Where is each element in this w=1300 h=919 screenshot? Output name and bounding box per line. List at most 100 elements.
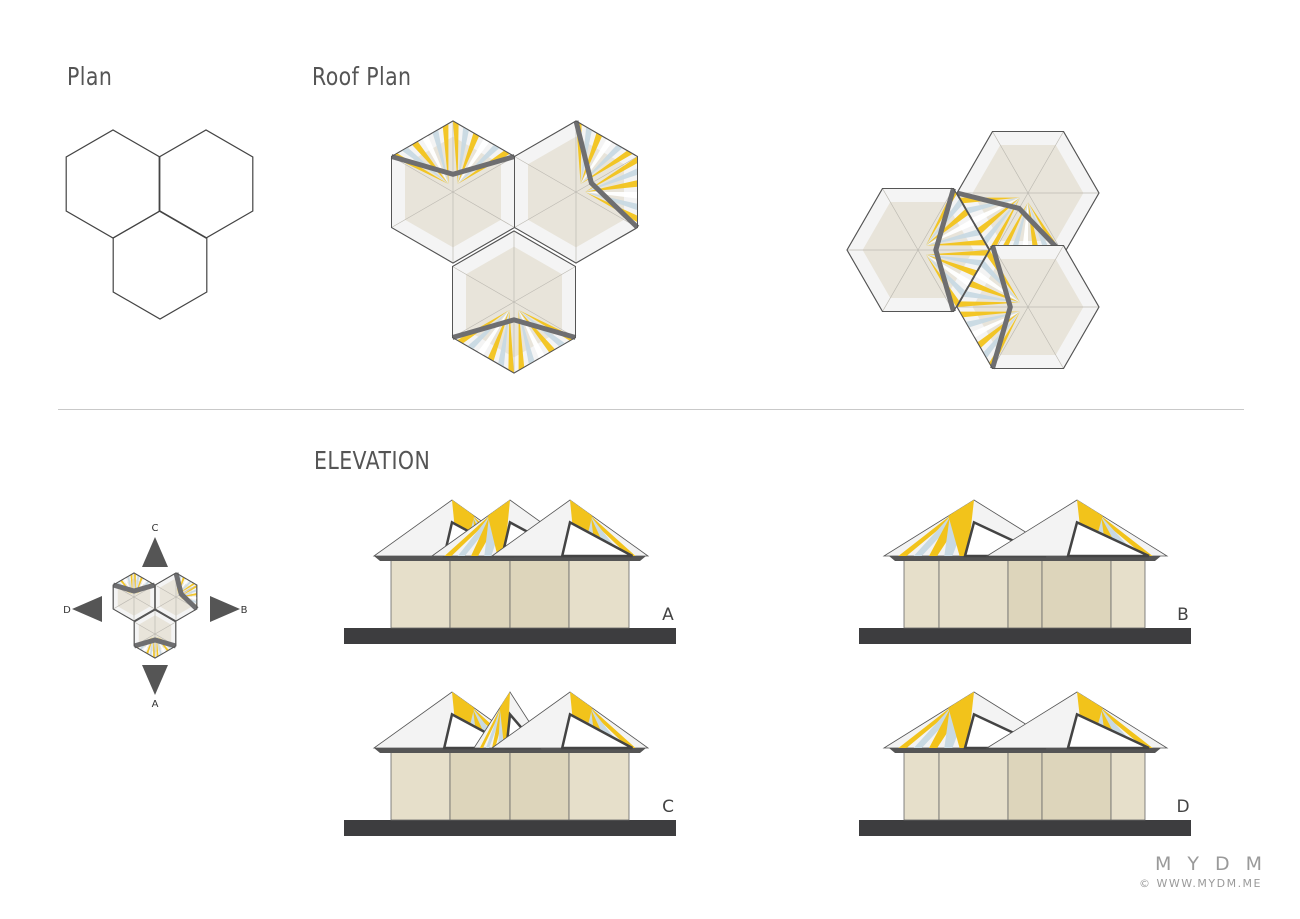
roof-facet-line (452, 156, 515, 193)
roof-stripe (1028, 202, 1040, 255)
roof-facet-line (917, 249, 954, 312)
roof-facet-line (134, 621, 156, 635)
compass-roof-thumbnail (112, 572, 199, 659)
elevation-wall-panel (509, 751, 570, 821)
roof-stripe (989, 197, 1020, 255)
roof-facet-line (575, 156, 638, 193)
roof-hex-edge (154, 572, 198, 622)
elevation-ground-base (859, 628, 1191, 644)
plan-hexagon (158, 129, 254, 239)
elevation-wall-panel (509, 559, 570, 629)
roof-facet-line (514, 156, 577, 193)
roof-facet-line (113, 596, 135, 610)
elevation-ground-base (344, 628, 676, 644)
elevation-roof-fold (560, 520, 633, 558)
compass-label-east: B (241, 605, 248, 616)
roof-stripe (585, 192, 638, 223)
roof-stripe (518, 310, 525, 371)
roof-facet-line (882, 188, 919, 251)
arrow-west-icon (72, 596, 102, 622)
elevation-label: B (1177, 605, 1189, 625)
roof-facet-line (133, 596, 155, 610)
roof-stripe (585, 192, 638, 199)
roof-stripe (965, 197, 1020, 214)
elevation-wall-panel (903, 751, 940, 821)
elevation-wall-panel (938, 559, 1009, 629)
roof-facet-line (1027, 306, 1064, 369)
roof-facet-line (575, 191, 638, 228)
roof-stripe (957, 301, 1020, 307)
roof-stripe (580, 150, 633, 184)
elevation-wall-panel (1041, 751, 1112, 821)
brand-url: © WWW.MYDM.ME (1139, 877, 1262, 890)
roof-facet-line (882, 249, 919, 312)
roof-facet-line (1027, 192, 1064, 255)
elevation-wall-panel (1110, 751, 1146, 821)
compass-label-south: A (152, 699, 159, 710)
roof-ridge-fold (173, 572, 199, 611)
roof-facet-line (452, 191, 515, 228)
roof-ridge-fold (990, 244, 1013, 370)
roof-facet-line (1027, 131, 1064, 194)
brand-block: MYDM © WWW.MYDM.ME (1139, 853, 1262, 890)
compass-label-west: D (63, 605, 71, 616)
arrow-north-icon (142, 537, 168, 567)
compass-label-north: C (152, 523, 159, 534)
elevation-wall-panel (1007, 559, 1043, 629)
roof-stripe (959, 311, 1020, 318)
brand-name: MYDM (1154, 853, 1278, 875)
roof-stripe (453, 121, 459, 184)
elevation-c: C (344, 691, 676, 836)
elevation-roof-fold (1066, 520, 1150, 558)
elevation-a: A (344, 499, 676, 644)
roof-facet-line (992, 306, 1029, 369)
roof-hex-edge (133, 609, 177, 659)
roof-facet-line (513, 266, 576, 303)
roof-plan-title: Roof Plan (312, 62, 412, 91)
roof-hex-edge (956, 245, 1100, 369)
roof-ridge-fold (956, 190, 1066, 257)
roof-facet-line (992, 131, 1029, 194)
roof-stripe (926, 250, 989, 256)
plan-hexagon (112, 210, 208, 320)
elevation-label: A (662, 605, 674, 625)
roof-ridge-fold (451, 317, 577, 340)
roof-facet-line (452, 301, 515, 338)
elevation-wall-panel (938, 751, 1009, 821)
elevation-d: D (859, 691, 1191, 836)
elevation-wall-panel (1110, 559, 1146, 629)
elevation-roof-fold (1066, 712, 1150, 750)
plan-hexagons (65, 129, 254, 320)
roof-plan-view-2 (846, 131, 1100, 370)
roof-hex-edge (846, 188, 990, 312)
roof-ridge-fold (112, 582, 156, 594)
roof-ridge-fold (573, 120, 640, 230)
elevation-roof-fold (560, 712, 633, 750)
roof-stripe (1009, 202, 1028, 255)
roof-stripe (983, 197, 1020, 245)
roof-facet-line (155, 596, 177, 610)
roof-facet-line (992, 245, 1029, 308)
roof-facet-line (154, 621, 176, 635)
roof-stripe (1021, 202, 1028, 255)
roof-facet-line (391, 191, 454, 228)
elevation-wall-panel (568, 559, 630, 629)
roof-stripe (585, 192, 638, 211)
roof-stripe (442, 123, 449, 184)
elevation-ground-base (344, 820, 676, 836)
roof-facet-line (514, 191, 577, 228)
roof-facet-line (992, 192, 1029, 255)
roof-stripe (508, 310, 514, 373)
plan-title: Plan (67, 62, 113, 91)
roof-stripe (997, 202, 1028, 255)
roof-facet-line (452, 266, 515, 303)
roof-plan-view-1 (390, 120, 640, 374)
elevation-wall-panel (390, 559, 451, 629)
roof-facet-line (155, 584, 177, 598)
roof-ridge-fold (133, 637, 177, 649)
roof-stripe (926, 239, 987, 246)
roof-hex-edge (514, 120, 638, 264)
elevation-title: ELEVATION (314, 446, 431, 475)
elevation-wall-panel (568, 751, 630, 821)
